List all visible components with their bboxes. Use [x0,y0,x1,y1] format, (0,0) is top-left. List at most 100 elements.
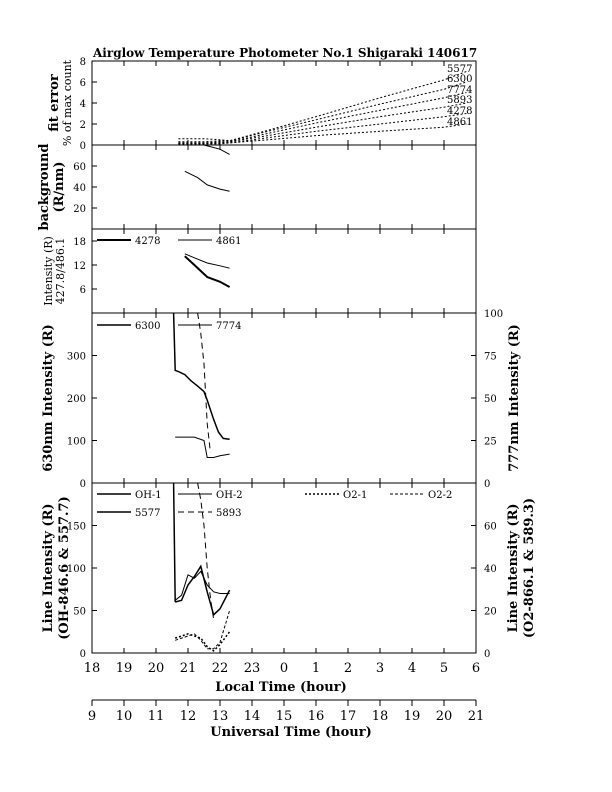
ylabel-background-sub: (R/nm) [52,161,67,212]
legend-label: 5577 [135,508,160,519]
series-line-panel3-s2 [197,312,211,453]
legend-label: O2-1 [343,490,367,501]
legend-label: 5893 [216,508,241,519]
series-line-4861 [184,253,230,269]
series-line-5577 [178,71,467,142]
x-tick-label-ut: 15 [276,709,293,724]
ylabel-intensity-sub: 427.8/486.1 [54,238,67,305]
ylabel-777: 777nm Intensity (R) [507,324,522,472]
series-line-o2-1 [174,631,231,652]
series-line-o2-2 [175,610,231,650]
x-tick-label-local: 6 [472,661,480,676]
xlabel-ut: Universal Time (hour) [210,725,372,740]
legend-label: 7774 [216,321,241,332]
legend-label: OH-2 [216,490,243,501]
x-tick-label-local: 5 [440,661,448,676]
y-tick-label-right: 100 [484,309,503,320]
legend-label: OH-1 [135,490,162,501]
y-tick-label-right: 0 [484,649,490,660]
x-tick-label-ut: 10 [116,709,133,724]
x-tick-label-local: 4 [408,661,416,676]
x-tick-label-ut: 17 [340,709,357,724]
ylabel-background: background [37,143,52,230]
y-tick-label-right: 40 [484,564,497,575]
fit-error-series-label: 4278 [447,106,472,117]
y-tick-label-right: 20 [484,607,497,618]
x-tick-label-local: 22 [212,661,229,676]
legend-label: O2-2 [428,490,452,501]
series-line-6300 [172,312,230,440]
y-tick-label: 150 [67,522,86,533]
x-tick-label-ut: 11 [148,709,165,724]
ylabel-630: 630nm Intensity (R) [41,324,56,472]
series-line-oh-2 [174,570,230,601]
ylabel-oh-sub: (OH-846.6 & 557.7) [57,496,72,640]
y-tick-label-right: 75 [484,352,497,363]
series-line-oh-1 [172,482,176,603]
fit-error-series-label: 7774 [447,85,472,96]
x-tick-label-ut: 20 [436,709,453,724]
x-tick-label-local: 19 [116,661,133,676]
y-tick-label: 20 [73,204,86,215]
series-line-5893 [197,482,215,620]
y-tick-label: 0 [80,649,86,660]
y-tick-label-right: 25 [484,437,497,448]
y-tick-label-right: 60 [484,522,497,533]
x-tick-label-local: 0 [280,661,288,676]
series-line-panel1-s0 [175,144,230,155]
x-tick-label-local: 1 [312,661,320,676]
x-tick-label-local: 21 [180,661,197,676]
ylabel-o2-sub: (O2-866.1 & 589.3) [522,498,537,638]
x-tick-label-local: 2 [344,661,352,676]
legend-label: 6300 [135,321,160,332]
x-tick-label-ut: 12 [180,709,197,724]
x-tick-label-ut: 21 [468,709,485,724]
y-tick-label-right: 0 [484,479,490,490]
x-tick-label-ut: 13 [212,709,229,724]
y-tick-label: 0 [80,479,86,490]
panel-630-777-frame [91,312,477,484]
y-tick-label: 2 [80,120,86,131]
fit-error-series-label: 5893 [447,95,472,106]
x-tick-label-local: 3 [376,661,384,676]
series-line-panel1-s1 [184,170,230,192]
fit-error-series-label: 6300 [447,74,472,85]
panel-background-frame [91,144,477,230]
y-tick-label: 6 [80,285,86,296]
x-tick-label-ut: 18 [372,709,389,724]
ylabel-o2: Line Intensity (R) [506,503,521,632]
series-line-6300 [178,81,467,143]
legend-label: 4278 [135,236,160,247]
y-tick-label-right: 50 [484,394,497,405]
y-tick-label: 40 [73,183,86,194]
series-layer [172,71,467,652]
y-tick-label: 6 [80,78,86,89]
y-tick-label: 100 [67,564,86,575]
y-tick-label: 12 [73,261,86,272]
xlabel-local: Local Time (hour) [215,680,347,695]
ylabel-oh: Line Intensity (R) [41,503,56,632]
ticks-layer: 18 19 20 21 22 23 0 1 2 3 4 5 69 10 11 12 13 14 15 16 17 18 19… [67,57,503,724]
series-line-5577 [175,564,231,617]
y-tick-label: 4 [80,99,86,110]
fit-error-series-label: 4861 [447,117,472,128]
x-tick-label-ut: 9 [88,709,96,724]
x-tick-label-ut: 16 [308,709,325,724]
x-tick-label-local: 23 [244,661,261,676]
ylabel-fit-error-sub: % of max count [61,59,74,146]
panel-fit-error-frame [91,60,477,146]
y-tick-label: 60 [73,162,86,173]
x-tick-label-local: 20 [148,661,165,676]
y-tick-label: 0 [80,141,86,152]
y-tick-label: 200 [67,394,86,405]
ylabel-fit-error: fit error [47,74,62,132]
y-tick-label: 300 [67,352,86,363]
series-line-4278 [184,255,231,288]
legend-label: 4861 [216,236,241,247]
y-tick-label: 50 [73,607,86,618]
series-line-5893 [178,102,467,144]
series-line-7774 [175,436,230,458]
y-tick-label: 18 [73,237,86,248]
